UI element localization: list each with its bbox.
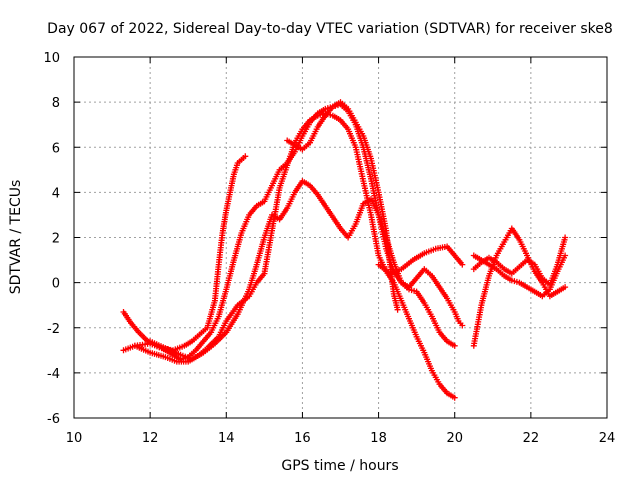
x-tick-label: 12 [142, 431, 159, 446]
y-tick-label: -2 [47, 322, 60, 337]
grid [74, 57, 607, 418]
data-tracks [120, 99, 569, 401]
series-track-d [147, 178, 458, 363]
x-axis-label: GPS time / hours [281, 458, 398, 474]
x-tick-label: 14 [218, 431, 235, 446]
y-tick-label: -6 [47, 412, 60, 427]
x-tick-label: 10 [66, 431, 83, 446]
series-track-f [375, 243, 466, 277]
y-tick-label: 10 [43, 51, 60, 66]
series-markers [470, 234, 569, 288]
chart-title: Day 067 of 2022, Sidereal Day-to-day VTE… [47, 21, 613, 37]
plot-frame [73, 56, 608, 419]
series-markers [284, 101, 466, 329]
series-markers [375, 243, 466, 277]
x-tick-label: 16 [294, 431, 311, 446]
y-tick-label: -4 [47, 367, 60, 382]
series-track-e [284, 101, 466, 329]
x-tick-label: 18 [370, 431, 387, 446]
y-tick-label: 2 [52, 232, 60, 247]
x-tick-label: 24 [599, 431, 616, 446]
x-tick-label: 20 [446, 431, 463, 446]
x-axis-ticks: 10 12 14 16 18 20 22 24 [66, 57, 616, 446]
x-tick-label: 22 [523, 431, 540, 446]
series-markers [147, 178, 458, 363]
y-tick-label: 4 [52, 186, 60, 201]
y-tick-label: 0 [52, 277, 60, 292]
y-tick-label: 6 [52, 141, 60, 156]
y-axis-label: SDTVAR / TECUs [8, 180, 24, 295]
series-track-i [470, 234, 569, 288]
y-tick-label: 8 [52, 96, 60, 111]
